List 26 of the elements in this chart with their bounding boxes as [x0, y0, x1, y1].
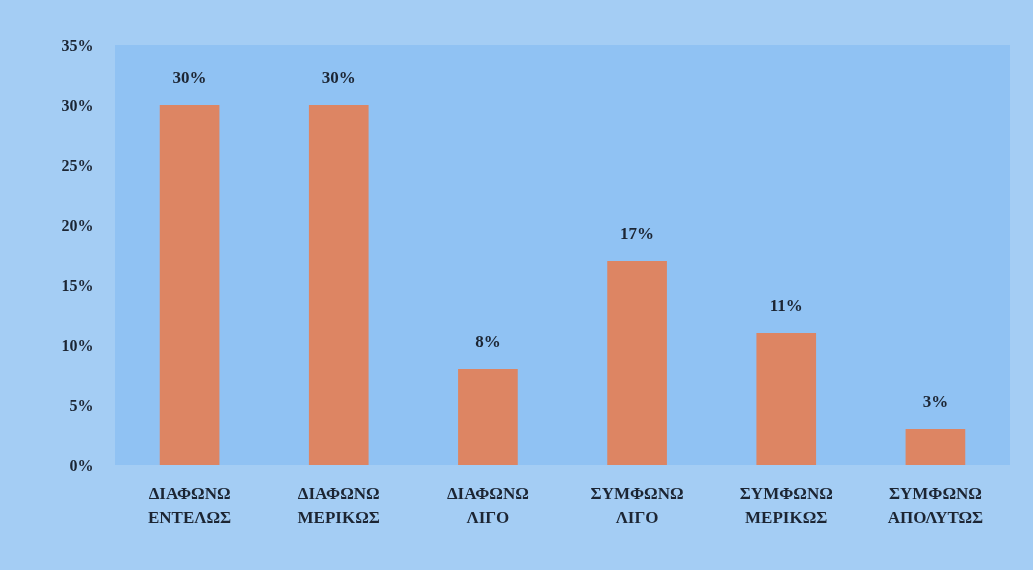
y-tick-label: 0% — [69, 456, 94, 474]
data-label: 30% — [321, 68, 356, 87]
x-tick-label: ΣΥΜΦΩΝΩ ΜΕΡΙΚΩΣ — [739, 483, 833, 527]
bar — [308, 105, 369, 465]
y-tick-label: 10% — [61, 336, 94, 354]
y-tick-label: 5% — [69, 396, 94, 414]
y-tick-label: 35% — [61, 36, 94, 54]
bar — [159, 105, 220, 465]
bar — [756, 333, 817, 465]
x-tick-label: ΔΙΑΦΩΝΩ ΜΕΡΙΚΩΣ — [297, 483, 380, 527]
y-tick-label: 20% — [61, 216, 94, 234]
bar — [458, 369, 518, 465]
x-tick-label: ΣΥΜΦΩΝΩ ΑΠΟΛΥΤΩΣ — [887, 483, 984, 527]
x-tick-label: ΔΙΑΦΩΝΩ ΕΝΤΕΛΩΣ — [147, 483, 232, 527]
data-label: 3% — [922, 392, 949, 411]
data-label: 17% — [620, 224, 655, 243]
y-tick-label: 30% — [61, 96, 94, 114]
data-label: 11% — [769, 296, 803, 315]
x-tick-label: ΣΥΜΦΩΝΩ ΛΙΓΟ — [590, 483, 684, 527]
data-label: 8% — [475, 332, 501, 351]
y-tick-label: 15% — [61, 276, 94, 294]
x-tick-label: ΔΙΑΦΩΝΩ ΛΙΓΟ — [446, 483, 529, 527]
bar — [607, 261, 667, 465]
y-tick-label: 25% — [61, 156, 94, 174]
bar — [905, 429, 966, 465]
data-label: 30% — [172, 68, 207, 87]
